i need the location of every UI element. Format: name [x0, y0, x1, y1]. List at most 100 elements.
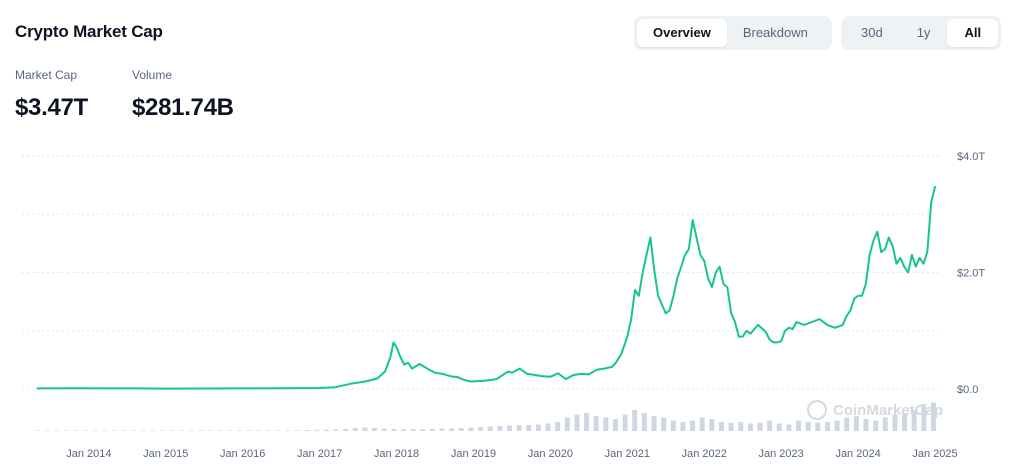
volume-bar: [805, 422, 811, 431]
volume-bar: [275, 430, 281, 431]
volume-bar: [285, 430, 291, 431]
y-axis: $0.0 $2.0T $4.0T: [957, 151, 985, 396]
x-tick-label: Jan 2023: [759, 448, 804, 460]
volume-bar: [400, 429, 406, 431]
volume-bar: [82, 430, 88, 431]
market-cap-chart: CoinMarketCap $0.0$2.0T$4.0T Jan 2014 Jan…: [22, 151, 985, 460]
volume-bar: [169, 430, 175, 431]
view-toggle: Overview Breakdown: [634, 16, 832, 50]
volume-bar: [603, 417, 609, 431]
volume-bar: [266, 430, 272, 431]
volume-bar: [121, 430, 127, 431]
volume-bar: [824, 422, 830, 431]
volume-bar: [564, 417, 570, 431]
volume-bar: [410, 429, 416, 431]
volume-bar: [63, 430, 69, 431]
volume-bar: [304, 430, 310, 431]
x-tick-label: Jan 2021: [605, 448, 650, 460]
x-tick-label: Jan 2019: [451, 448, 496, 460]
volume-bar: [738, 422, 744, 431]
volume-bar: [641, 413, 647, 431]
volume-bar: [150, 430, 156, 431]
volume-bar: [111, 430, 117, 431]
y-tick-label: $2.0T: [957, 268, 985, 280]
volume-bar: [651, 416, 657, 431]
x-tick-label: Jan 2015: [143, 448, 188, 460]
volume-bar: [429, 428, 435, 431]
volume-bar: [612, 419, 618, 431]
volume-bar: [709, 419, 715, 431]
volume-bar: [767, 420, 773, 431]
volume-bar: [420, 429, 426, 431]
volume-bar: [863, 419, 869, 431]
volume-bar: [516, 425, 522, 431]
volume-value: $281.74B: [132, 94, 234, 121]
volume-bar: [227, 430, 233, 431]
volume-bar: [73, 430, 79, 431]
volume-bar: [535, 424, 541, 431]
x-tick-label: Jan 2020: [528, 448, 573, 460]
volume-bar: [786, 424, 792, 431]
volume-bar: [632, 410, 638, 431]
market-cap-line: [36, 185, 936, 390]
volume-bar: [622, 414, 628, 431]
volume-bar: [34, 430, 40, 431]
volume-bar: [458, 428, 464, 431]
volume-bar: [208, 430, 214, 431]
y-tick-label: $4.0T: [957, 151, 985, 163]
volume-bar: [921, 404, 927, 431]
volume-bar: [333, 429, 339, 431]
volume-bar: [294, 430, 300, 431]
watermark-text: CoinMarketCap: [833, 402, 943, 419]
volume-bar: [718, 422, 724, 431]
volume-bar: [699, 417, 705, 431]
volume-bar: [661, 417, 667, 431]
volume-bar: [372, 428, 378, 431]
tab-overview[interactable]: Overview: [637, 19, 727, 47]
volume-bar: [256, 430, 262, 431]
range-toggle: 30d 1y All: [841, 16, 1001, 50]
volume-bar: [584, 413, 590, 431]
x-tick-label: Jan 2016: [220, 448, 265, 460]
volume-bar: [237, 430, 243, 431]
volume-bar: [323, 429, 329, 431]
x-tick-label: Jan 2022: [682, 448, 727, 460]
range-all-button[interactable]: All: [947, 19, 999, 47]
volume-bar: [930, 402, 936, 431]
volume-bar: [160, 430, 166, 431]
market-cap-label: Market Cap: [15, 68, 78, 82]
volume-bar: [545, 423, 551, 431]
range-30d-button[interactable]: 30d: [861, 25, 883, 40]
volume-bar: [343, 428, 349, 431]
volume-bar: [690, 420, 696, 431]
volume-bar: [449, 428, 455, 431]
volume-bar: [246, 430, 252, 431]
range-1y-button[interactable]: 1y: [916, 25, 931, 40]
volume-bar: [468, 427, 474, 431]
volume-bar: [92, 430, 98, 431]
volume-bar: [188, 430, 194, 431]
y-tick-label: $0.0: [957, 384, 978, 396]
watermark: CoinMarketCap: [807, 400, 943, 420]
volume-bar: [757, 422, 763, 431]
x-tick-label: Jan 2024: [835, 448, 880, 460]
volume-bar: [670, 420, 676, 431]
tab-breakdown[interactable]: Breakdown: [742, 25, 808, 40]
volume-bar: [131, 430, 137, 431]
volume-bar: [796, 420, 802, 431]
volume-bar: [381, 428, 387, 431]
volume-bar: [102, 430, 108, 431]
volume-bar: [497, 425, 503, 431]
volume-bar: [179, 430, 185, 431]
volume-label: Volume: [132, 68, 173, 82]
volume-bar: [352, 428, 358, 431]
grid-lines: [22, 155, 940, 390]
line-series: [36, 185, 936, 390]
page-title: Crypto Market Cap: [15, 22, 163, 41]
x-tick-label: Jan 2018: [374, 448, 419, 460]
volume-bar: [892, 414, 898, 431]
volume-bar: [776, 423, 782, 431]
volume-bar: [873, 420, 879, 431]
volume-bar: [314, 429, 320, 431]
volume-bar: [834, 420, 840, 431]
